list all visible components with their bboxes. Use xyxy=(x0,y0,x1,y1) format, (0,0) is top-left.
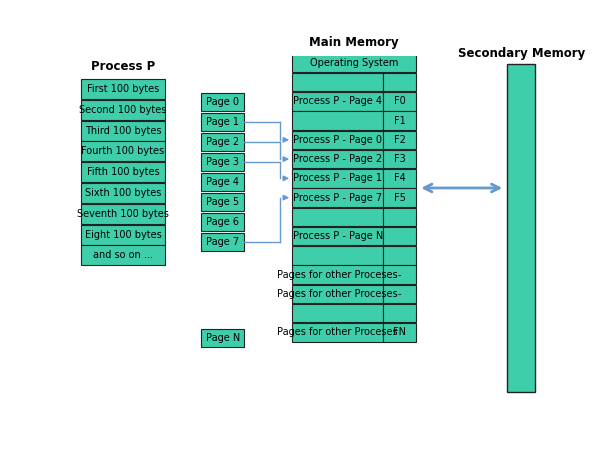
Text: Fifth 100 bytes: Fifth 100 bytes xyxy=(87,167,160,177)
FancyBboxPatch shape xyxy=(383,265,416,284)
Text: -: - xyxy=(398,289,401,299)
Text: Sixth 100 bytes: Sixth 100 bytes xyxy=(85,188,161,198)
Text: and so on ...: and so on ... xyxy=(93,250,153,260)
FancyBboxPatch shape xyxy=(292,227,383,245)
Text: F1: F1 xyxy=(394,116,406,126)
Text: Pages for other Proceses: Pages for other Proceses xyxy=(277,327,398,337)
FancyBboxPatch shape xyxy=(202,93,244,110)
FancyBboxPatch shape xyxy=(292,304,383,322)
FancyBboxPatch shape xyxy=(81,245,165,265)
Text: Process P - Page 0: Process P - Page 0 xyxy=(293,135,382,145)
Text: Page 4: Page 4 xyxy=(206,177,239,187)
Text: Pages for other Proceses: Pages for other Proceses xyxy=(277,270,398,280)
Text: Page 1: Page 1 xyxy=(206,117,239,127)
FancyBboxPatch shape xyxy=(383,304,416,322)
FancyBboxPatch shape xyxy=(202,233,244,251)
Text: Main Memory: Main Memory xyxy=(309,36,399,49)
FancyBboxPatch shape xyxy=(383,111,416,130)
FancyBboxPatch shape xyxy=(81,141,165,161)
Text: Page 6: Page 6 xyxy=(206,217,239,227)
FancyBboxPatch shape xyxy=(81,100,165,120)
FancyBboxPatch shape xyxy=(202,213,244,231)
Text: First 100 bytes: First 100 bytes xyxy=(87,84,159,94)
FancyBboxPatch shape xyxy=(292,130,383,149)
FancyBboxPatch shape xyxy=(81,204,165,224)
Text: F0: F0 xyxy=(394,96,406,106)
FancyBboxPatch shape xyxy=(202,173,244,191)
FancyBboxPatch shape xyxy=(383,323,416,342)
FancyBboxPatch shape xyxy=(383,169,416,188)
Text: Process P - Page 1: Process P - Page 1 xyxy=(293,173,382,183)
FancyBboxPatch shape xyxy=(292,188,383,207)
FancyBboxPatch shape xyxy=(508,64,535,391)
Text: Secondary Memory: Secondary Memory xyxy=(458,47,585,60)
FancyBboxPatch shape xyxy=(202,329,244,347)
Text: Process P - Page 7: Process P - Page 7 xyxy=(293,192,382,203)
Text: F2: F2 xyxy=(394,135,406,145)
FancyBboxPatch shape xyxy=(292,169,383,188)
FancyBboxPatch shape xyxy=(292,208,383,226)
FancyBboxPatch shape xyxy=(383,227,416,245)
FancyBboxPatch shape xyxy=(383,73,416,91)
Text: Page 2: Page 2 xyxy=(206,137,239,147)
FancyBboxPatch shape xyxy=(202,113,244,130)
Text: Page 3: Page 3 xyxy=(206,157,239,167)
FancyBboxPatch shape xyxy=(383,130,416,149)
FancyBboxPatch shape xyxy=(81,225,165,245)
FancyBboxPatch shape xyxy=(292,246,383,265)
FancyBboxPatch shape xyxy=(383,188,416,207)
Text: Seventh 100 bytes: Seventh 100 bytes xyxy=(77,209,169,219)
Text: Process P - Page N: Process P - Page N xyxy=(293,231,383,241)
FancyBboxPatch shape xyxy=(383,246,416,265)
Text: Process P - Page 2: Process P - Page 2 xyxy=(293,154,382,164)
FancyBboxPatch shape xyxy=(292,150,383,168)
Text: Page 0: Page 0 xyxy=(206,97,239,107)
FancyBboxPatch shape xyxy=(81,183,165,203)
FancyBboxPatch shape xyxy=(81,79,165,99)
FancyBboxPatch shape xyxy=(81,121,165,141)
Text: Page 7: Page 7 xyxy=(206,237,239,247)
FancyBboxPatch shape xyxy=(292,323,383,342)
FancyBboxPatch shape xyxy=(202,193,244,211)
FancyBboxPatch shape xyxy=(292,265,383,284)
Text: Eight 100 bytes: Eight 100 bytes xyxy=(85,230,161,240)
Text: Operating System: Operating System xyxy=(310,58,398,68)
Text: Process P: Process P xyxy=(91,60,155,73)
Text: -: - xyxy=(398,270,401,280)
Text: Third 100 bytes: Third 100 bytes xyxy=(85,126,161,136)
Text: FN: FN xyxy=(393,327,406,337)
FancyBboxPatch shape xyxy=(292,92,383,110)
FancyBboxPatch shape xyxy=(292,54,416,72)
FancyBboxPatch shape xyxy=(81,162,165,182)
FancyBboxPatch shape xyxy=(383,208,416,226)
Text: Page N: Page N xyxy=(206,333,240,343)
Text: F5: F5 xyxy=(394,192,406,203)
FancyBboxPatch shape xyxy=(202,133,244,151)
FancyBboxPatch shape xyxy=(383,150,416,168)
Text: F3: F3 xyxy=(394,154,406,164)
Text: F4: F4 xyxy=(394,173,406,183)
FancyBboxPatch shape xyxy=(292,111,383,130)
Text: Page 5: Page 5 xyxy=(206,197,239,207)
FancyBboxPatch shape xyxy=(383,285,416,303)
Text: Pages for other Proceses: Pages for other Proceses xyxy=(277,289,398,299)
Text: Process P - Page 4: Process P - Page 4 xyxy=(293,96,382,106)
FancyBboxPatch shape xyxy=(292,73,383,91)
FancyBboxPatch shape xyxy=(383,92,416,110)
Text: Fourth 100 bytes: Fourth 100 bytes xyxy=(82,146,164,157)
FancyBboxPatch shape xyxy=(292,285,383,303)
Text: Second 100 bytes: Second 100 bytes xyxy=(79,105,167,115)
FancyBboxPatch shape xyxy=(202,153,244,171)
